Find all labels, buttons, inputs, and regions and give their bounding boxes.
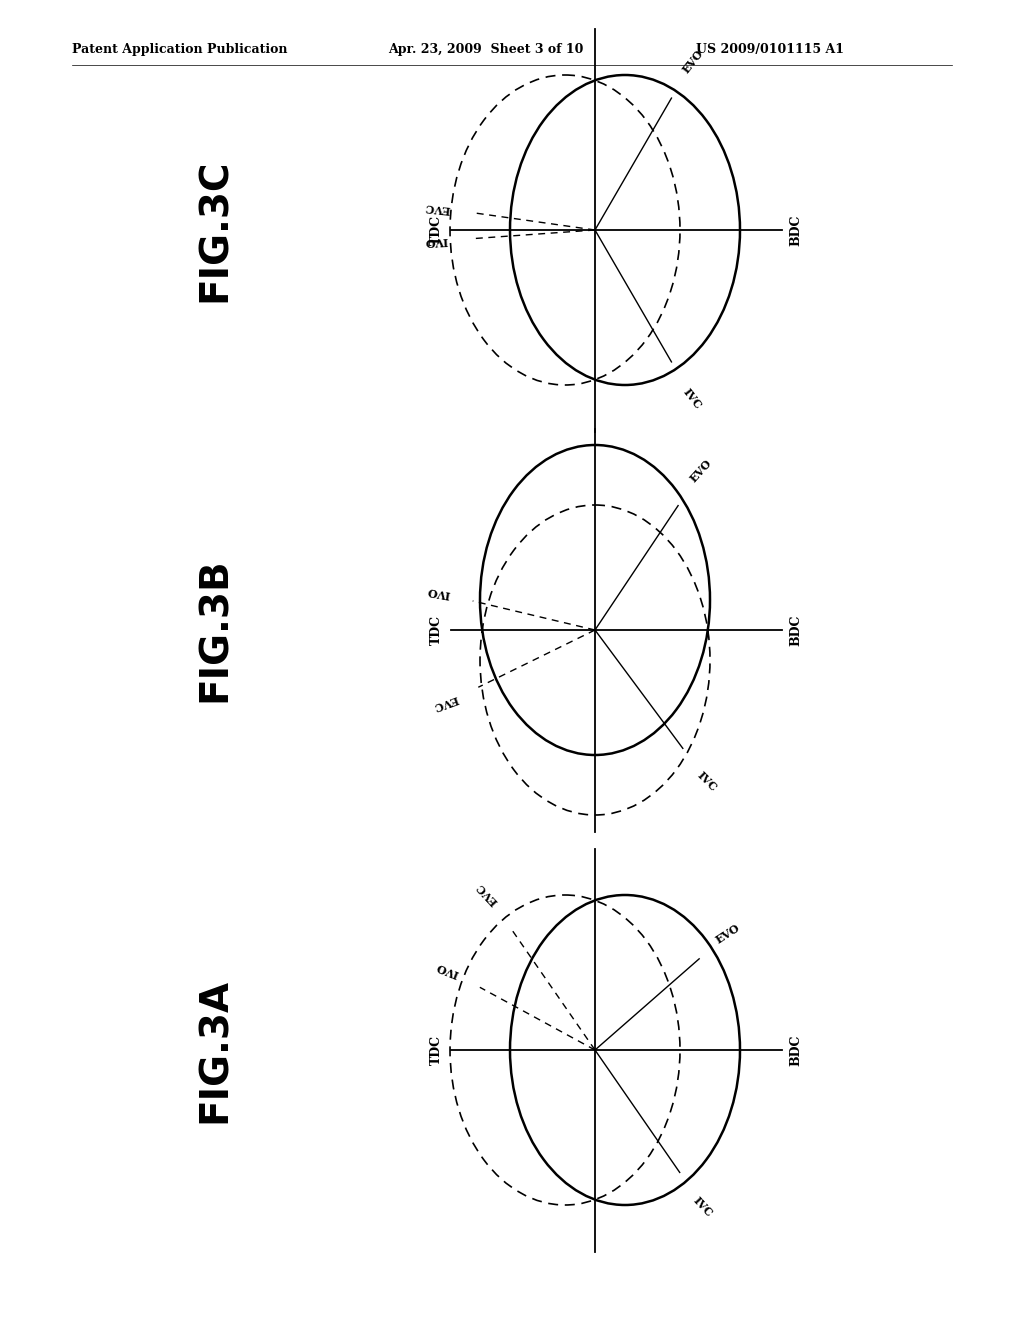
Text: US 2009/0101115 A1: US 2009/0101115 A1 — [696, 44, 844, 57]
Text: EVC: EVC — [424, 201, 451, 214]
Text: IVO: IVO — [425, 235, 449, 247]
Text: TDC: TDC — [430, 615, 443, 645]
Text: IVC: IVC — [695, 770, 719, 793]
Text: BDC: BDC — [790, 214, 803, 246]
Text: EVO: EVO — [680, 48, 706, 75]
Text: BDC: BDC — [790, 614, 803, 645]
Text: EVC: EVC — [474, 880, 500, 907]
Text: BDC: BDC — [790, 1035, 803, 1065]
Text: TDC: TDC — [430, 215, 443, 246]
Text: EVO: EVO — [688, 458, 714, 484]
Text: IVC: IVC — [681, 387, 705, 411]
Text: Apr. 23, 2009  Sheet 3 of 10: Apr. 23, 2009 Sheet 3 of 10 — [388, 44, 584, 57]
Text: EVC: EVC — [432, 693, 460, 713]
Text: TDC: TDC — [430, 1035, 443, 1065]
Text: FIG.3C: FIG.3C — [196, 158, 234, 302]
Text: FIG.3B: FIG.3B — [196, 557, 234, 702]
Text: IVO: IVO — [426, 585, 452, 601]
Text: IVO: IVO — [435, 961, 461, 979]
Text: FIG.3A: FIG.3A — [196, 977, 234, 1122]
Text: EVO: EVO — [714, 921, 742, 945]
Text: Patent Application Publication: Patent Application Publication — [72, 44, 288, 57]
Text: IVC: IVC — [691, 1195, 715, 1218]
